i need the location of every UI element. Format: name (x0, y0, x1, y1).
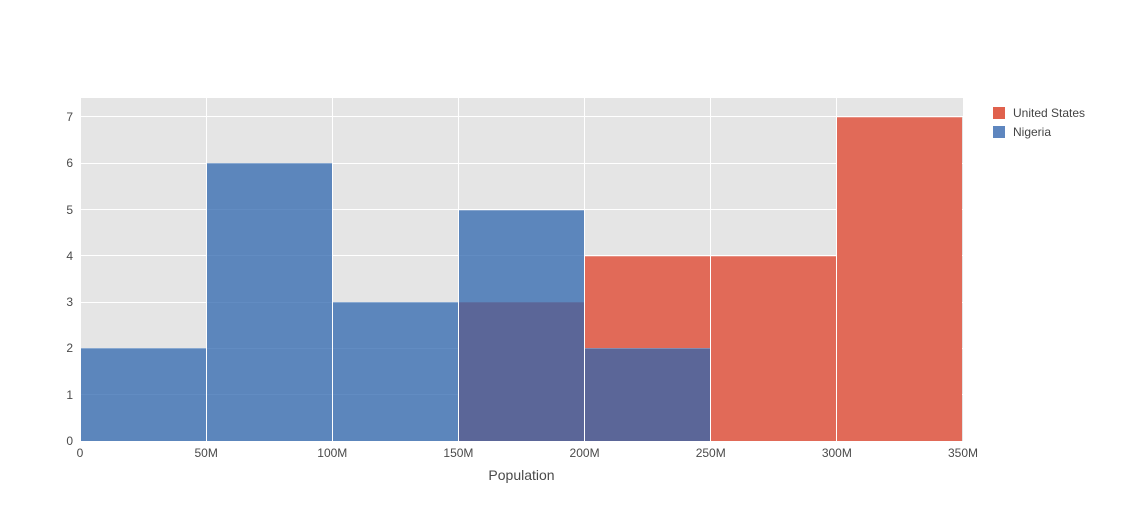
histogram-bar-united-states-bin5[interactable] (711, 255, 837, 441)
x-axis-title: Population (488, 467, 555, 483)
legend-label-united-states: United States (1013, 106, 1086, 120)
plot-area: Population 0 50M 100M 150M 200M 250M 300M 350M 0… (66, 98, 978, 483)
y-gridline (80, 440, 963, 442)
x-gridline (962, 98, 964, 441)
histogram-bar-nigeria-bin0[interactable] (80, 348, 206, 441)
x-gridline (584, 98, 586, 441)
x-gridline (331, 98, 333, 441)
x-tick-label: 300M (821, 446, 852, 460)
y-tick-label: 6 (66, 156, 73, 171)
y-tick-label: 4 (66, 248, 73, 263)
y-tick-label: 3 (66, 295, 73, 310)
x-tick-label: 150M (443, 446, 474, 460)
x-tick-label: 200M (569, 446, 600, 460)
legend-swatch-united-states-icon (993, 107, 1005, 119)
x-tick-label: 0 (76, 446, 84, 460)
y-tick-label: 2 (66, 341, 73, 356)
histogram-bar-united-states-bin6[interactable] (837, 116, 963, 441)
x-gridline (79, 98, 81, 441)
y-tick-label: 0 (66, 434, 73, 448)
x-gridline (836, 98, 838, 441)
histogram-bar-nigeria-bin2[interactable] (332, 302, 458, 441)
x-gridline (205, 98, 207, 441)
legend-item-nigeria[interactable]: Nigeria (993, 125, 1085, 139)
y-gridline (80, 116, 963, 118)
legend-swatch-nigeria-icon (993, 126, 1005, 138)
y-tick-label: 7 (66, 109, 73, 124)
histogram-bar-nigeria-bin1[interactable] (206, 163, 332, 441)
legend-label-nigeria: Nigeria (1013, 125, 1052, 139)
x-gridline (457, 98, 459, 441)
x-tick-label: 50M (194, 446, 218, 460)
y-tick-label: 5 (66, 202, 73, 217)
y-tick-label: 1 (66, 387, 73, 402)
histogram-bar-nigeria-bin3[interactable] (458, 209, 585, 441)
legend: United States Nigeria (993, 106, 1085, 139)
x-tick-label: 250M (695, 446, 726, 460)
x-gridline (710, 98, 712, 441)
x-tick-label: 100M (317, 446, 348, 460)
histogram-bar-nigeria-bin4[interactable] (585, 348, 711, 441)
x-tick-label: 350M (947, 446, 979, 460)
y-gridline (80, 162, 963, 164)
legend-item-united-states[interactable]: United States (993, 106, 1085, 120)
